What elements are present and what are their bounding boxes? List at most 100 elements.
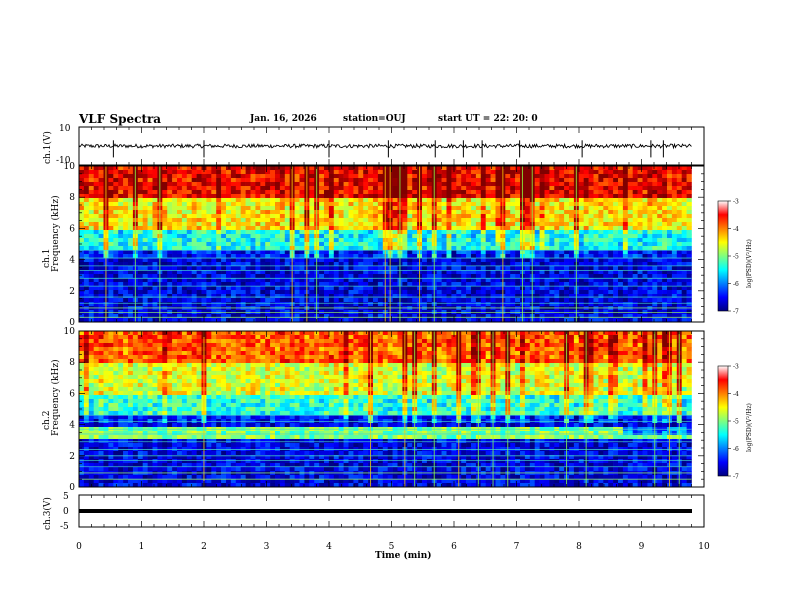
spectrogram-cell — [206, 206, 212, 211]
spectrogram-cell — [524, 242, 531, 247]
spectrogram-cell — [647, 314, 653, 319]
spectrogram-cell — [627, 218, 633, 223]
spectrogram-cell — [657, 318, 663, 323]
spectrogram-cell — [152, 174, 158, 179]
spectrogram-cell — [578, 274, 584, 279]
spectrogram-cell — [441, 278, 447, 283]
spectrogram-cell — [333, 298, 339, 303]
spectrogram-cell — [578, 242, 584, 247]
spectrogram-cell — [407, 202, 413, 207]
spectrogram-cell — [461, 274, 467, 279]
spectrogram-cell — [162, 286, 168, 291]
spectrogram-cell — [515, 190, 521, 195]
spectrogram-cell — [324, 182, 330, 187]
spectrogram-cell — [206, 222, 212, 227]
spectrogram-cell — [167, 210, 173, 215]
spectrogram-cell — [309, 202, 315, 207]
spectrogram-cell — [230, 238, 237, 243]
spectrogram-cell — [245, 238, 251, 243]
spectrogram-cell — [113, 314, 119, 319]
spectrogram-cell — [407, 258, 413, 263]
spectrogram-cell — [392, 206, 398, 211]
spectrogram-cell — [270, 246, 276, 251]
spectrogram-cell — [181, 310, 188, 315]
spectrogram-cell — [358, 310, 364, 315]
spectrogram-cell — [299, 270, 305, 275]
spectrogram-cell — [662, 294, 668, 299]
spectrogram-cell — [451, 298, 457, 303]
spectrogram-cell — [328, 282, 335, 287]
spectrogram-cell — [83, 226, 90, 231]
spectrogram-cell — [676, 274, 682, 279]
spectrogram-cell — [216, 278, 222, 283]
spectrogram-cell — [446, 266, 452, 271]
spectrogram-cell — [671, 174, 678, 179]
spectrogram-cell — [123, 262, 129, 267]
spectrogram-cell — [373, 274, 379, 279]
spectrogram-cell — [275, 190, 281, 195]
spectrogram-cell — [559, 190, 565, 195]
spectrogram-cell — [652, 250, 658, 255]
spectrogram-cell — [613, 298, 619, 303]
spectrogram-cell — [461, 226, 467, 231]
spectrogram-cell — [446, 226, 452, 231]
spectrogram-cell — [637, 190, 643, 195]
spectrogram-cell — [632, 298, 638, 303]
spectrogram-cell — [549, 310, 555, 315]
spectrogram-cell — [309, 302, 315, 307]
spectrogram-cell — [338, 210, 344, 215]
spectrogram-cell — [578, 178, 584, 183]
spectrogram-cell — [569, 194, 575, 199]
spectrogram-cell — [328, 190, 335, 195]
spectrogram-cell — [270, 194, 276, 199]
spectrogram-cell — [245, 278, 251, 283]
spectrogram-cell — [206, 242, 212, 247]
spectrogram-cell — [324, 206, 330, 211]
spectrogram-cell — [137, 202, 143, 207]
spectrogram-cell — [206, 186, 212, 191]
spectrogram-cell — [505, 298, 511, 303]
spectrogram-cell — [377, 314, 384, 319]
spectrogram-cell — [275, 230, 281, 235]
spectrogram-cell — [118, 238, 124, 243]
spectrogram-cell — [333, 190, 339, 195]
spectrogram-cell — [152, 166, 158, 171]
spectrogram-cell — [309, 318, 315, 323]
spectrogram-cell — [475, 190, 482, 195]
spectrogram-cell — [627, 198, 633, 203]
spectrogram-cell — [118, 242, 124, 247]
spectrogram-cell — [191, 262, 197, 267]
spectrogram-cell — [324, 286, 330, 291]
spectrogram-cell — [333, 310, 339, 315]
spectrogram-cell — [206, 302, 212, 307]
spectrogram-cell — [461, 286, 467, 291]
spectrogram-cell — [211, 254, 217, 259]
spectrogram-cell — [637, 198, 643, 203]
spectrogram-cell — [118, 262, 124, 267]
spectrogram-cell — [466, 290, 472, 295]
spectrogram-cell — [485, 302, 491, 307]
spectrogram-cell — [446, 178, 452, 183]
spectrogram-cell — [230, 290, 237, 295]
spectrogram-cell — [441, 254, 447, 259]
spectrogram-cell — [319, 206, 325, 211]
spectrogram-cell — [686, 270, 692, 275]
spectrogram-cell — [353, 254, 359, 259]
spectrogram-cell — [147, 242, 153, 247]
spectrogram-cell — [652, 186, 658, 191]
spectrogram-cell — [402, 266, 408, 271]
spectrogram-cell — [206, 182, 212, 187]
spectrogram-cell — [177, 262, 183, 267]
spectrogram-cell — [191, 310, 197, 315]
spectrogram-cell — [373, 250, 379, 255]
spectrogram-cell — [466, 254, 472, 259]
spectrogram-cell — [255, 262, 261, 267]
spectrogram-cell — [686, 242, 692, 247]
spectrogram-cell — [637, 230, 643, 235]
spectrogram-cell — [632, 254, 638, 259]
spectrogram-cell — [275, 310, 281, 315]
spectrogram-cell — [167, 222, 173, 227]
spectrogram-cell — [539, 314, 545, 319]
spectrogram-cell — [392, 302, 398, 307]
spectrogram-cell — [451, 226, 457, 231]
